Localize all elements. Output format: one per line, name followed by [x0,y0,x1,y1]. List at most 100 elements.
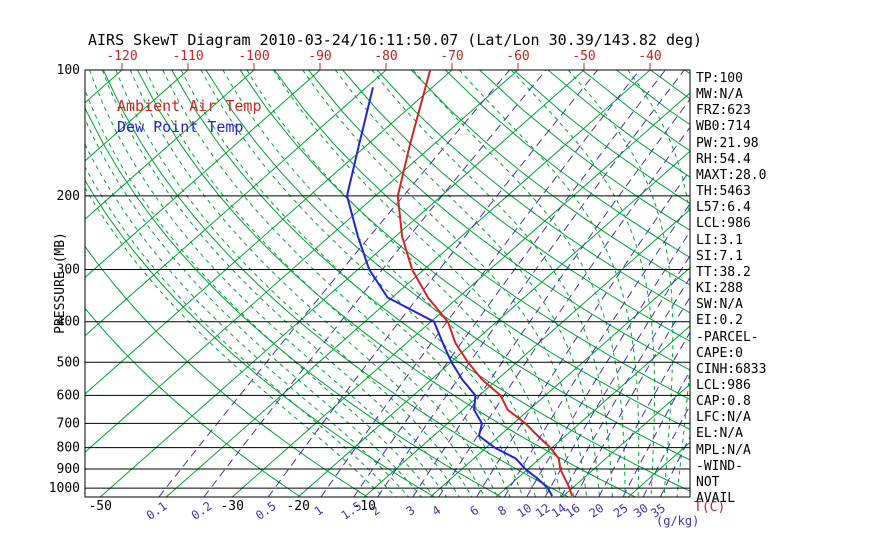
isotherm-line [85,70,321,279]
stat-line: LCL:986 [696,377,751,393]
isotherm-line [495,325,690,497]
mixing-ratio-label: 30 [631,501,651,521]
moist-adiabat-line [145,70,498,497]
pressure-axis-label: 800 [57,441,80,456]
top-temperature-axis: -120 -110 -100 -90 -80 -70 -60 -50 -40 [106,49,662,70]
stat-line: RH:54.4 [696,151,751,167]
top-axis-label: -120 [106,49,137,64]
mixing-ratio-label: 14 [549,501,569,521]
stat-line: MAXT:28.0 [696,167,767,183]
bottom-temp-label: -20 [286,499,309,514]
isotherm-line [231,92,690,497]
top-axis-label: -90 [308,49,331,64]
isotherm-line [0,70,56,497]
mixing-ratio-label: 3 [404,503,418,519]
mixing-unit-label: (g/kg) [656,514,699,528]
mixing-ratio-line [659,435,690,497]
mixing-ratio-label: 0.2 [189,499,215,523]
moist-adiabat-lines [85,70,690,497]
bottom-temp-label: -30 [220,499,243,514]
moist-adiabat-line [162,70,511,497]
stat-line: CINH:6833 [696,361,767,377]
stat-line: LI:3.1 [696,232,743,248]
temperature-curve [396,70,573,497]
pressure-axis-label: 100 [57,63,80,78]
legend-dew-point: Dew Point Temp [117,118,244,136]
moist-adiabat-line [115,70,473,497]
mixing-ratio-label: 0.5 [253,499,279,523]
dry-adiabat-line [85,179,435,497]
top-axis-label: -40 [638,49,661,64]
stat-line: TT:38.2 [696,264,751,280]
stat-line: TH:5463 [696,184,751,200]
stat-line: MW:N/A [696,87,743,103]
mixing-ratio-label: 0.1 [144,499,170,523]
stat-line: -PARCEL- [696,329,759,345]
moist-adiabat-line [272,70,575,497]
top-axis-label: -80 [374,49,397,64]
stat-line: AVAIL [696,491,736,507]
mixing-ratio-label: 1 [312,503,326,519]
dew-point-curve [345,87,554,497]
stat-line: WB0:714 [696,119,751,135]
chart-title: AIRS SkewT Diagram 2010-03-24/16:11:50.0… [88,31,703,49]
moist-adiabat-line [246,70,562,497]
dry-adiabat-line [445,70,690,258]
mixing-ratio-label: 12 [533,501,553,521]
moist-adiabat-line [567,70,674,497]
mixing-ratio-label: 16 [563,501,583,521]
stat-line: -WIND- [696,458,743,474]
dry-adiabat-line [410,70,690,286]
moist-adiabat-line [85,166,397,497]
moist-adiabat-line [627,70,690,497]
mixing-ratio-line [353,70,666,497]
moist-adiabat-line [371,70,613,497]
stat-line: EI:0.2 [696,313,743,329]
dry-adiabat-line [171,70,690,492]
moist-adiabat-line [89,70,448,497]
mixing-ratio-line [598,331,690,497]
mixing-ratio-line [503,202,690,497]
moist-adiabat-line [335,70,600,497]
dry-adiabat-line [239,70,690,430]
stat-line: TP:100 [696,71,743,86]
stat-line: LCL:986 [696,216,751,232]
pressure-axis-label: 900 [57,462,80,477]
plot-border [84,69,691,498]
isotherm-line [297,150,690,497]
mixing-ratio-line [267,70,598,497]
dry-adiabat-line [85,245,368,497]
pressure-axis-label: 400 [57,315,80,330]
dry-adiabat-lines [85,70,690,497]
moist-adiabat-line [180,70,524,497]
dry-adiabat-line [376,70,690,314]
mixing-ratio-label: 35 [648,501,668,521]
isotherm-line [85,70,255,220]
isotherm-line [85,70,189,162]
mixing-ratio-line [412,98,690,497]
stat-line: CAPE:0 [696,345,743,361]
stats-panel: TP:100 MW:N/A FRZ:623 WB0:714 PW:21.98 RH:54.… [696,71,766,507]
stat-line: KI:288 [696,281,743,297]
dry-adiabat-line [273,70,690,401]
stat-line: L57:6.4 [696,200,751,216]
dry-adiabat-line [513,70,690,204]
isotherm-line [561,383,690,497]
moist-adiabat-line [85,117,422,497]
moist-adiabat-line [85,143,410,497]
pressure-axis-label: 600 [57,388,80,403]
dry-adiabat-line [85,106,502,497]
bottom-temp-label: -50 [88,499,111,514]
mixing-ratio-label: 4 [429,503,443,519]
mixing-ratio-label: 6 [467,503,481,519]
mixing-ratio-label: 20 [587,501,607,521]
isotherm-line [99,70,585,497]
moist-adiabat-line [302,70,588,497]
sounding-curves [345,70,573,497]
moist-adiabat-line [458,70,640,497]
temp-unit-label: T(C) [694,500,725,515]
pressure-axis-labels: 100 200 300 400 500 600 700 800 900 1000 [49,63,80,496]
legend-ambient-temp: Ambient Air Temp [117,97,262,115]
